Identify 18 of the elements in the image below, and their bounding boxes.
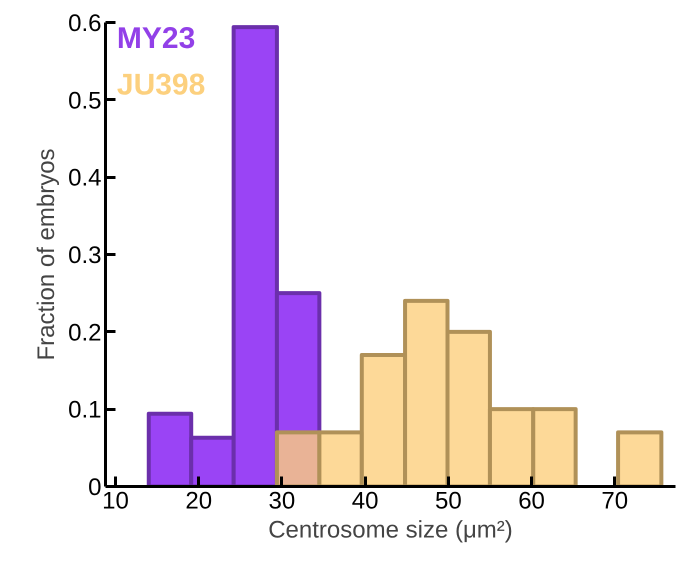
y-tick-label: 0.5 xyxy=(68,87,102,114)
series-label: MY23 xyxy=(116,22,196,55)
text: JU398 xyxy=(116,68,206,102)
x-tick-label: 60 xyxy=(518,488,545,514)
x-axis-title: Centrosome size (μm²) xyxy=(268,516,513,544)
x-tick-label: 10 xyxy=(102,488,129,514)
y-tick-label: 0 xyxy=(88,474,102,501)
y-tick-label: 0.6 xyxy=(68,10,102,37)
y-tick-label: 0.3 xyxy=(68,242,102,269)
x-tick-label: 40 xyxy=(352,488,378,514)
y-tick-label: 0.2 xyxy=(68,319,102,346)
x-tick-label: 50 xyxy=(434,488,462,514)
y-axis-title: Fraction of embryos xyxy=(33,148,60,361)
y-tick-label: 0.1 xyxy=(68,396,102,424)
x-tick-label: 20 xyxy=(185,488,212,514)
x-tick-label: 30 xyxy=(268,488,296,514)
x-tick-label: 70 xyxy=(601,488,628,514)
y-tick-label: 0.4 xyxy=(68,164,102,192)
